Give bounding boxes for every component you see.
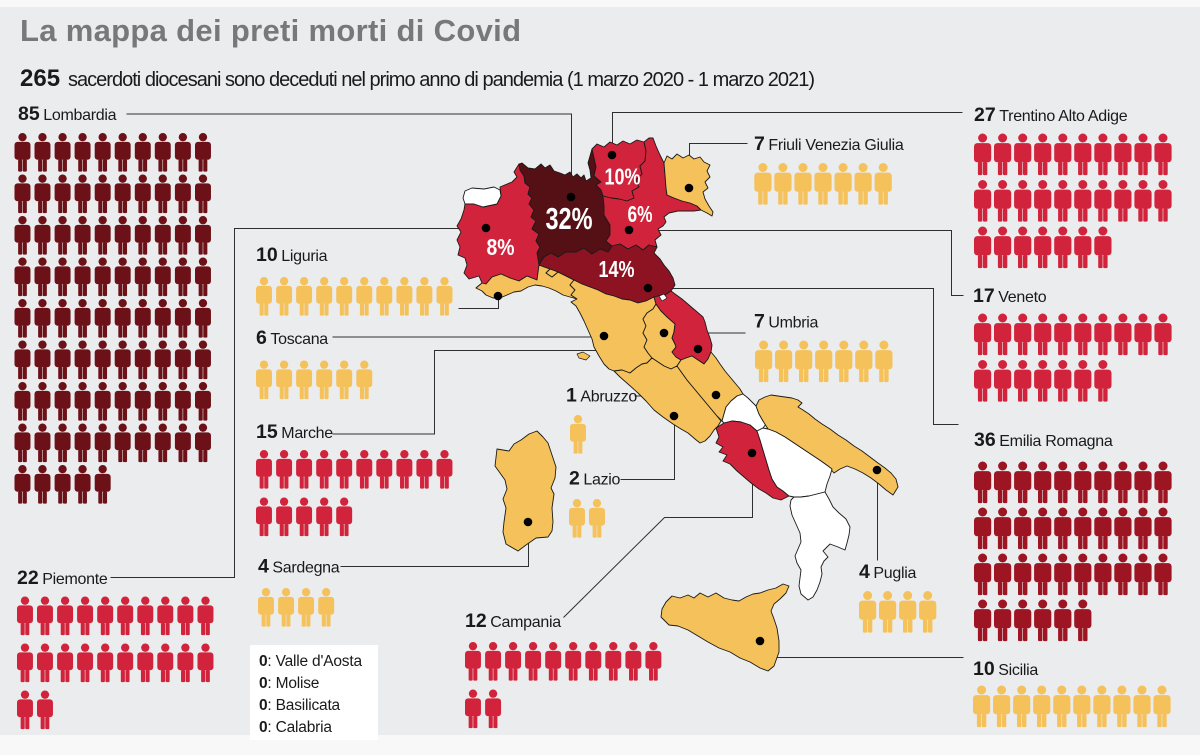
svg-text:sacerdoti diocesani sono deced: sacerdoti diocesani sono deceduti nel pr… xyxy=(68,69,815,91)
svg-text:Trentino Alto Adige: Trentino Alto Adige xyxy=(999,108,1127,125)
svg-text:0: Basilicata: 0: Basilicata xyxy=(259,697,341,714)
svg-text:4: 4 xyxy=(258,556,269,578)
svg-text:Liguria: Liguria xyxy=(281,248,327,265)
svg-text:Sicilia: Sicilia xyxy=(998,662,1038,679)
svg-text:2: 2 xyxy=(569,468,580,490)
svg-text:15: 15 xyxy=(256,421,278,443)
svg-text:6: 6 xyxy=(256,327,267,349)
svg-text:Piemonte: Piemonte xyxy=(42,571,108,588)
svg-text:12: 12 xyxy=(465,610,487,632)
svg-text:8%: 8% xyxy=(487,234,515,260)
svg-text:1: 1 xyxy=(566,385,577,407)
svg-text:Friuli Venezia Giulia: Friuli Venezia Giulia xyxy=(768,137,904,154)
svg-text:4: 4 xyxy=(859,561,870,583)
svg-text:32%: 32% xyxy=(546,201,593,236)
svg-text:36: 36 xyxy=(974,429,996,451)
svg-text:7: 7 xyxy=(754,311,765,333)
svg-text:10: 10 xyxy=(256,244,278,266)
svg-text:0: Calabria: 0: Calabria xyxy=(259,719,332,736)
svg-text:6%: 6% xyxy=(628,201,653,227)
svg-text:Campania: Campania xyxy=(490,614,561,631)
svg-text:85: 85 xyxy=(18,103,40,125)
svg-text:0: Molise: 0: Molise xyxy=(259,675,319,692)
svg-text:Veneto: Veneto xyxy=(998,289,1046,306)
svg-text:27: 27 xyxy=(974,104,996,126)
svg-text:Lombardia: Lombardia xyxy=(43,107,116,124)
svg-text:Lazio: Lazio xyxy=(583,472,620,489)
svg-text:Emilia Romagna: Emilia Romagna xyxy=(999,433,1113,450)
svg-text:10%: 10% xyxy=(605,164,641,190)
svg-text:22: 22 xyxy=(17,567,39,589)
svg-text:0: Valle d'Aosta: 0: Valle d'Aosta xyxy=(259,653,362,670)
svg-text:7: 7 xyxy=(754,133,765,155)
svg-text:Puglia: Puglia xyxy=(873,565,916,582)
svg-text:Umbria: Umbria xyxy=(768,315,818,332)
svg-text:265: 265 xyxy=(20,65,60,92)
svg-text:14%: 14% xyxy=(599,256,635,282)
svg-text:La mappa dei preti morti di Co: La mappa dei preti morti di Covid xyxy=(20,13,521,48)
svg-text:17: 17 xyxy=(973,285,995,307)
svg-text:Toscana: Toscana xyxy=(270,331,328,348)
svg-text:Sardegna: Sardegna xyxy=(272,560,339,577)
svg-text:Marche: Marche xyxy=(281,425,333,442)
svg-text:10: 10 xyxy=(973,658,995,680)
svg-text:Abruzzo: Abruzzo xyxy=(580,389,637,406)
